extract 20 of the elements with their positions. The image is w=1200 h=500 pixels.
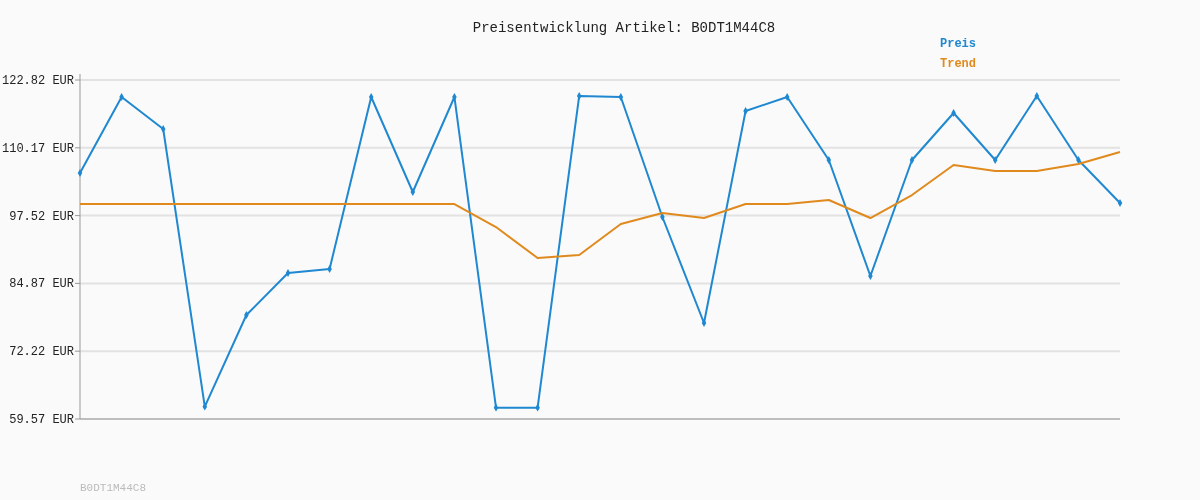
point [784,93,790,101]
point [576,92,582,100]
text: Trend [940,57,977,71]
text: B0DT1M44C8 [80,482,147,494]
y-tick-label: 84.87 EUR [9,277,74,292]
point [368,93,374,101]
y-tick-label: 72.22 EUR [9,345,74,360]
y-tick-label: 97.52 EUR [9,209,74,224]
point [826,156,832,164]
text: Preis [940,37,977,51]
point [410,188,416,196]
chart-title: Preisentwicklung Artikel: B0DT1M44C8 [472,20,776,36]
line-series [79,151,1121,259]
y-tick-label: 59.57 EUR [9,413,74,427]
point [618,93,624,101]
y-tick-label: 110.17 EUR [1,141,74,156]
y-tick-label: 122.82 EUR [1,74,74,88]
point [1034,92,1040,100]
point [992,156,998,164]
point [160,125,166,133]
